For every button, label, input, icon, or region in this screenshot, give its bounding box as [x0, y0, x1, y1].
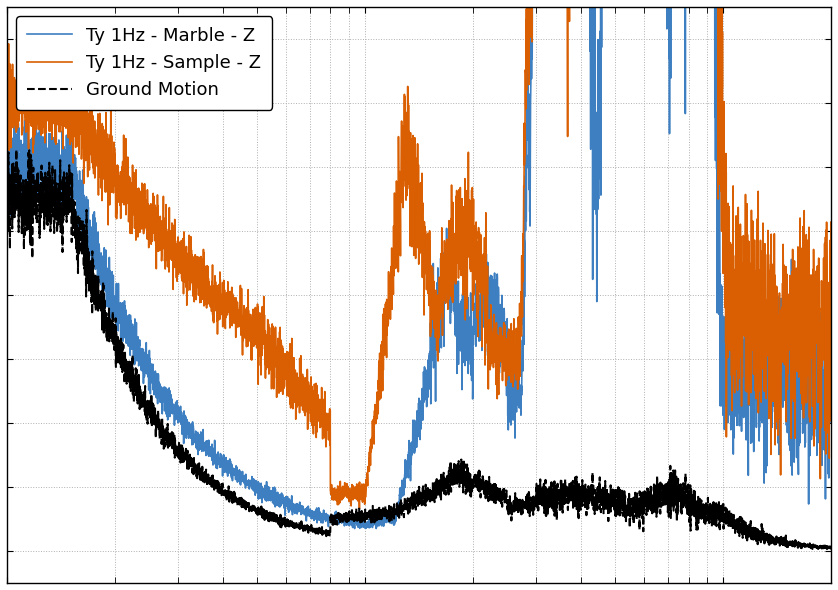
Line: Ty 1Hz - Sample - Z: Ty 1Hz - Sample - Z [7, 0, 831, 509]
Ground Motion [538, 491, 548, 499]
Ty 1Hz - Marble - Z [152, 372, 162, 379]
Ty 1Hz - Marble - Z [2, 143, 12, 150]
Line: Ground Motion: Ground Motion [7, 150, 831, 549]
Ground Motion [617, 499, 627, 506]
Legend: Ty 1Hz - Marble - Z, Ty 1Hz - Sample - Z, Ground Motion: Ty 1Hz - Marble - Z, Ty 1Hz - Sample - Z… [16, 16, 272, 110]
Ground Motion [680, 495, 690, 502]
Ty 1Hz - Marble - Z [349, 525, 360, 532]
Ty 1Hz - Marble - Z [317, 514, 327, 521]
Ground Motion [317, 523, 327, 530]
Ty 1Hz - Marble - Z [826, 328, 836, 335]
Ty 1Hz - Sample - Z [2, 90, 12, 97]
Line: Ty 1Hz - Marble - Z: Ty 1Hz - Marble - Z [7, 0, 831, 529]
Ground Motion [496, 490, 506, 497]
Ground Motion [826, 545, 836, 552]
Ground Motion [807, 545, 817, 552]
Ty 1Hz - Sample - Z [354, 505, 365, 512]
Ground Motion [152, 413, 162, 420]
Ground Motion [2, 176, 12, 183]
Ty 1Hz - Sample - Z [496, 332, 506, 339]
Ty 1Hz - Sample - Z [826, 402, 836, 409]
Ground Motion [12, 146, 22, 153]
Ty 1Hz - Sample - Z [317, 405, 327, 412]
Ty 1Hz - Sample - Z [152, 230, 162, 237]
Ty 1Hz - Marble - Z [496, 309, 506, 316]
